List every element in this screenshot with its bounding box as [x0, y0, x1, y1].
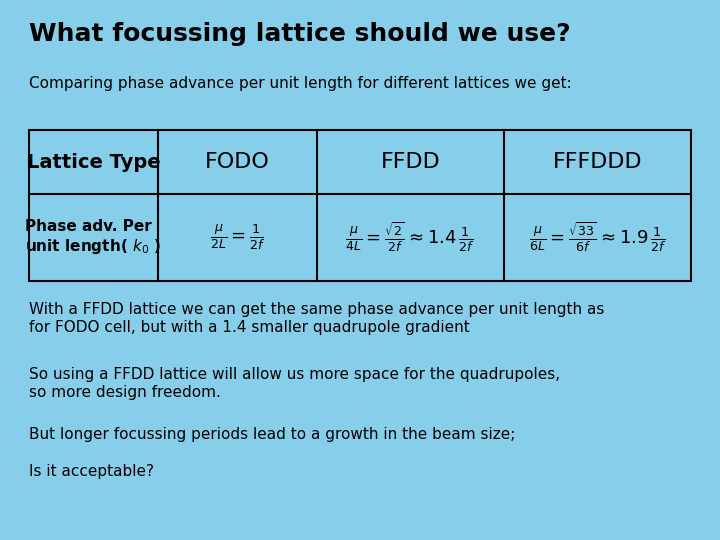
Text: Phase adv. Per
unit length( $k_0$ ): Phase adv. Per unit length( $k_0$ ) [25, 219, 162, 256]
Text: $\frac{\mu}{6L} = \frac{\sqrt{33}}{6f} \approx 1.9\,\frac{1}{2f}$: $\frac{\mu}{6L} = \frac{\sqrt{33}}{6f} \… [528, 221, 667, 254]
Text: So using a FFDD lattice will allow us more space for the quadrupoles,
so more de: So using a FFDD lattice will allow us mo… [29, 367, 560, 400]
Bar [29, 130, 691, 281]
Text: With a FFDD lattice we can get the same phase advance per unit length as
for FOD: With a FFDD lattice we can get the same … [29, 302, 604, 335]
Text: But longer focussing periods lead to a growth in the beam size;: But longer focussing periods lead to a g… [29, 427, 516, 442]
Text: Is it acceptable?: Is it acceptable? [29, 464, 154, 480]
Text: FFFDDD: FFFDDD [553, 152, 642, 172]
Text: $\frac{\mu}{2L} = \frac{1}{2f}$: $\frac{\mu}{2L} = \frac{1}{2f}$ [210, 223, 265, 252]
Text: What focussing lattice should we use?: What focussing lattice should we use? [29, 22, 570, 45]
Text: FODO: FODO [205, 152, 270, 172]
Text: FFDD: FFDD [381, 152, 440, 172]
Text: Comparing phase advance per unit length for different lattices we get:: Comparing phase advance per unit length … [29, 76, 572, 91]
Text: $\frac{\mu}{4L} = \frac{\sqrt{2}}{2f} \approx 1.4\,\frac{1}{2f}$: $\frac{\mu}{4L} = \frac{\sqrt{2}}{2f} \a… [346, 221, 475, 254]
Text: Lattice Type: Lattice Type [27, 152, 161, 172]
